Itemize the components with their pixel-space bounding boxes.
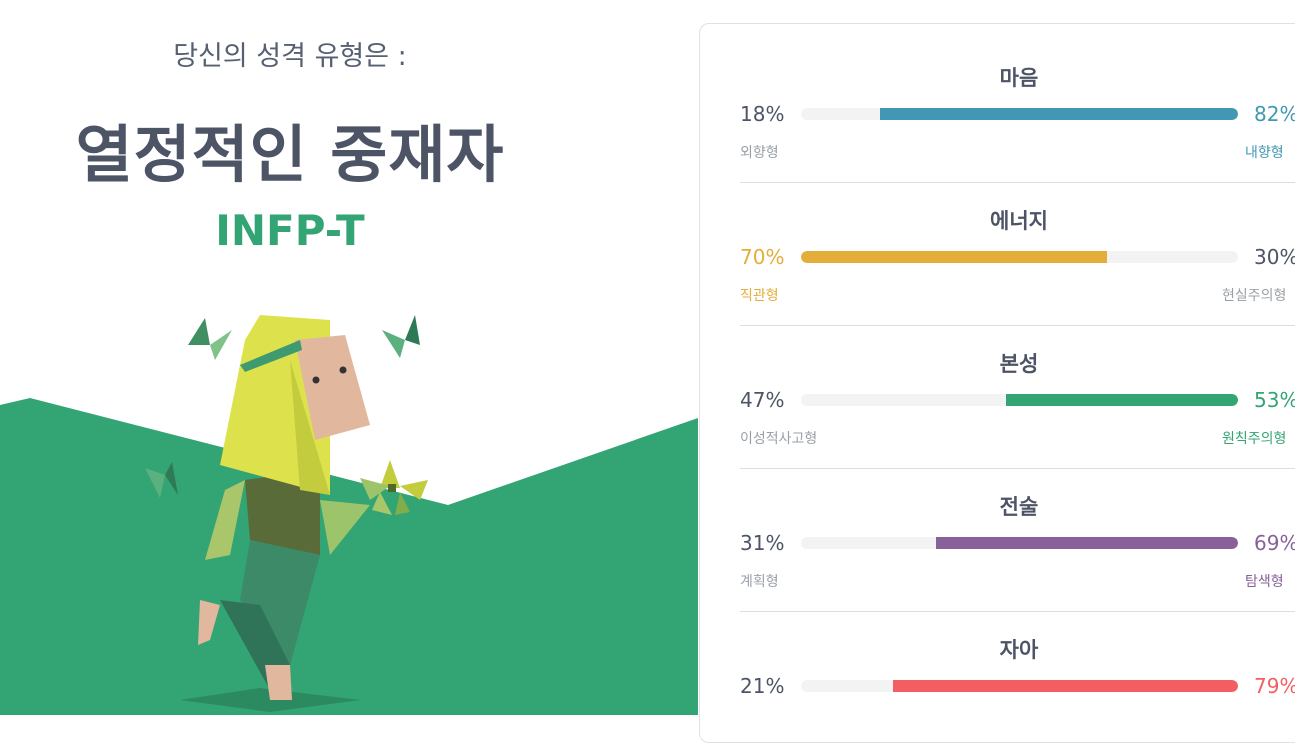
trait-title: 에너지	[990, 209, 1048, 233]
traits-card: 마음 18% 82% 외향형 내향형 에너지 70% 30% 직관형 현실주의형…	[699, 23, 1295, 743]
trait-divider	[740, 611, 1295, 612]
trait-left-label: 계획형	[740, 574, 779, 590]
trait-right-percent: 30%	[1254, 245, 1295, 269]
trait-bar-fill	[936, 537, 1238, 549]
trait-right-percent: 69%	[1254, 531, 1295, 555]
trait-right-label: 내향형	[1245, 145, 1284, 161]
trait-right-percent: 82%	[1254, 102, 1295, 126]
trait-bar	[801, 251, 1238, 263]
personality-type-name: 열정적인 중재자	[75, 118, 505, 191]
trait-title: 전술	[999, 495, 1039, 519]
trait-left-percent: 47%	[740, 388, 785, 412]
trait-title: 자아	[999, 638, 1039, 662]
trait-left-label: 직관형	[740, 288, 779, 304]
trait-title: 본성	[999, 352, 1039, 376]
trait-section: 자아 21% 79%	[740, 596, 1295, 739]
trait-right-percent: 79%	[1254, 674, 1295, 698]
trait-left-percent: 31%	[740, 531, 785, 555]
trait-left-percent: 18%	[740, 102, 785, 126]
trait-right-percent: 53%	[1254, 388, 1295, 412]
trait-section: 마음 18% 82% 외향형 내향형	[740, 24, 1295, 183]
trait-bar	[801, 680, 1238, 692]
result-hero: 당신의 성격 유형은 : 열정적인 중재자 INFP-T	[0, 41, 698, 715]
trait-bar-fill	[801, 251, 1107, 263]
trait-left-label: 이성적사고형	[740, 431, 818, 447]
trait-bar	[801, 537, 1238, 549]
mediator-illustration	[0, 315, 698, 715]
trait-right-label: 현실주의형	[1222, 288, 1287, 304]
trait-bar-fill	[1006, 394, 1238, 406]
trait-divider	[740, 468, 1295, 469]
result-subtitle: 당신의 성격 유형은 :	[173, 41, 407, 72]
trait-divider	[740, 325, 1295, 326]
trait-left-label: 외향형	[740, 145, 779, 161]
trait-section: 본성 47% 53% 이성적사고형 원칙주의형	[740, 310, 1295, 469]
trait-bar	[801, 108, 1238, 120]
personality-type-code: INFP-T	[215, 206, 365, 255]
trait-divider	[740, 182, 1295, 183]
trait-title: 마음	[999, 66, 1039, 90]
trait-right-label: 원칙주의형	[1222, 431, 1287, 447]
trait-section: 전술 31% 69% 계획형 탐색형	[740, 453, 1295, 612]
trait-bar	[801, 394, 1238, 406]
trait-right-label: 탐색형	[1245, 574, 1284, 590]
trait-section: 에너지 70% 30% 직관형 현실주의형	[740, 167, 1295, 326]
trait-bar-fill	[879, 108, 1238, 120]
trait-bar-fill	[892, 680, 1238, 692]
trait-left-percent: 70%	[740, 245, 785, 269]
trait-left-percent: 21%	[740, 674, 785, 698]
